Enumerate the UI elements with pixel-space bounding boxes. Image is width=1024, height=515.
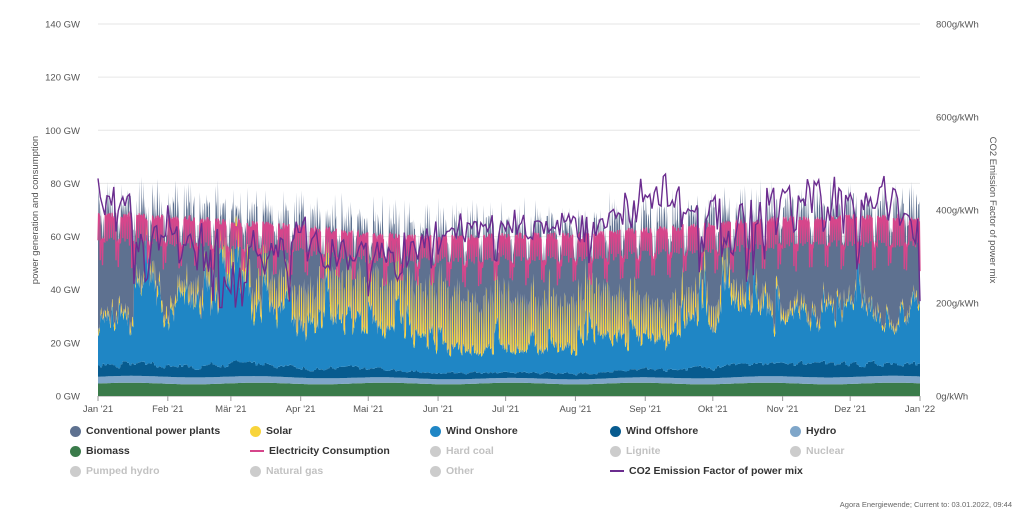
x-tick-label: Nov '21 <box>767 404 799 415</box>
y-left-tick-label: 140 GW <box>45 20 80 31</box>
electricity-consumption-line <box>97 210 921 288</box>
x-tick-label: Mai '21 <box>353 404 383 415</box>
legend-dot-swatch <box>430 445 441 457</box>
legend-dot-swatch <box>250 465 261 477</box>
legend-dot-swatch <box>610 425 621 437</box>
hydro-area <box>98 375 920 385</box>
legend-item-lignite[interactable]: Lignite <box>610 444 790 458</box>
legend-label: Hard coal <box>446 445 494 457</box>
co2-emission-factor-line <box>97 172 921 309</box>
plot-area <box>98 176 920 396</box>
source-credit: Agora Energiewende; Current to: 03.01.20… <box>839 500 1012 509</box>
legend-label: Other <box>446 465 475 477</box>
y-axis-right-title: CO2 Emission Factor of power mix <box>987 137 998 284</box>
legend-dot-swatch <box>790 445 801 457</box>
wind-onshore-area <box>98 214 920 376</box>
x-tick-label: Jun '21 <box>423 404 453 415</box>
legend-item-electricity-consumption[interactable]: Electricity Consumption <box>250 444 430 458</box>
legend-label: Electricity Consumption <box>269 445 390 457</box>
y-left-tick-label: 120 GW <box>45 73 80 84</box>
legend-label: Hydro <box>806 425 837 437</box>
legend-dot-swatch <box>250 425 261 437</box>
y-left-tick-label: 20 GW <box>50 338 80 349</box>
y-right-tick-label: 800g/kWh <box>936 20 979 31</box>
y-right-tick-label: 400g/kWh <box>936 206 979 217</box>
y-left-tick-label: 80 GW <box>50 179 80 190</box>
legend-label: Wind Offshore <box>626 425 699 437</box>
y-right-tick-label: 200g/kWh <box>936 299 979 310</box>
legend-dot-swatch <box>790 425 801 437</box>
biomass-area <box>98 382 920 396</box>
legend-line-swatch <box>250 450 264 452</box>
legend-dot-swatch <box>430 465 441 477</box>
legend-item-solar[interactable]: Solar <box>250 424 430 438</box>
legend-dot-swatch <box>430 425 441 437</box>
legend-item-co2-emission-factor-of-power-mix[interactable]: CO2 Emission Factor of power mix <box>610 464 803 478</box>
legend-item-pumped-hydro[interactable]: Pumped hydro <box>70 464 250 478</box>
legend-label: Wind Onshore <box>446 425 518 437</box>
legend-item-wind-offshore[interactable]: Wind Offshore <box>610 424 790 438</box>
legend-line-swatch <box>610 470 624 472</box>
y-axis-left-title: power generation and consumption <box>30 136 41 284</box>
x-tick-label: Dez '21 <box>834 404 866 415</box>
legend-item-conventional-power-plants[interactable]: Conventional power plants <box>70 424 250 438</box>
wind-offshore-area <box>98 360 920 380</box>
legend-label: Pumped hydro <box>86 465 160 477</box>
legend-dot-swatch <box>610 445 621 457</box>
legend-label: Biomass <box>86 445 130 457</box>
y-left-tick-label: 100 GW <box>45 126 80 137</box>
y-right-tick-label: 0g/kWh <box>936 392 968 403</box>
legend-label: Conventional power plants <box>86 425 221 437</box>
x-tick-label: Sep '21 <box>629 404 661 415</box>
x-tick-label: Okt '21 <box>698 404 728 415</box>
legend-item-natural-gas[interactable]: Natural gas <box>250 464 430 478</box>
x-tick-label: Jan '21 <box>83 404 113 415</box>
legend-item-nuclear[interactable]: Nuclear <box>790 444 950 458</box>
legend-label: Natural gas <box>266 465 324 477</box>
legend-label: Nuclear <box>806 445 845 457</box>
x-tick-label: Mär '21 <box>215 404 246 415</box>
line-series <box>97 172 921 309</box>
y-left-tick-label: 40 GW <box>50 285 80 296</box>
legend-item-hard-coal[interactable]: Hard coal <box>430 444 610 458</box>
legend-dot-swatch <box>70 445 81 457</box>
legend-dot-swatch <box>70 465 81 477</box>
legend: Conventional power plants Solar Wind Onsho… <box>70 424 970 478</box>
x-tick-label: Jul '21 <box>492 404 519 415</box>
legend-label: Solar <box>266 425 293 437</box>
x-tick-label: Jan '22 <box>905 404 935 415</box>
legend-label: Lignite <box>626 445 661 457</box>
legend-item-biomass[interactable]: Biomass <box>70 444 250 458</box>
axes: 0 GW 20 GW 40 GW 60 GW 80 GW 100 GW 120 GW 140 … <box>45 20 979 416</box>
legend-label: CO2 Emission Factor of power mix <box>629 465 803 477</box>
legend-item-hydro[interactable]: Hydro <box>790 424 950 438</box>
x-tick-label: Feb '21 <box>152 404 183 415</box>
legend-item-other[interactable]: Other <box>430 464 610 478</box>
solar-area <box>98 214 920 357</box>
x-tick-label: Apr '21 <box>286 404 316 415</box>
legend-item-wind-onshore[interactable]: Wind Onshore <box>430 424 610 438</box>
y-left-tick-label: 0 GW <box>56 392 80 403</box>
y-left-tick-label: 60 GW <box>50 232 80 243</box>
x-tick-label: Aug '21 <box>559 404 591 415</box>
legend-dot-swatch <box>70 425 81 437</box>
y-right-tick-label: 600g/kWh <box>936 113 979 124</box>
